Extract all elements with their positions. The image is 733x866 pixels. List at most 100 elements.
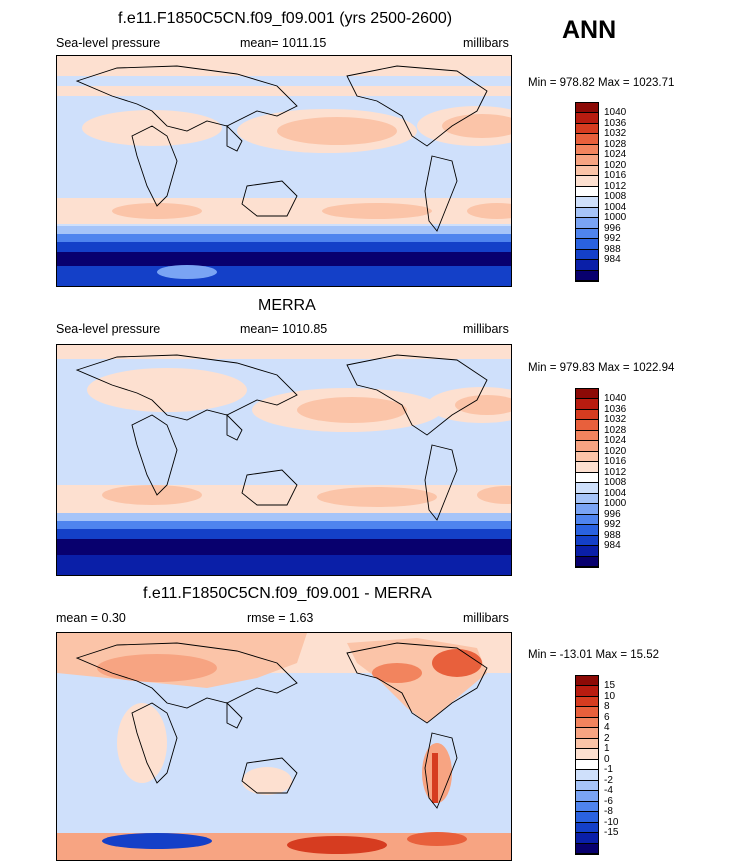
panel1-title: f.e11.F1850C5CN.f09_f09.001 (yrs 2500-26… xyxy=(118,10,453,27)
colorbar-tick-label: 1028 xyxy=(604,424,627,436)
colorbar-cell xyxy=(576,430,598,442)
panel2-units: millibars xyxy=(463,322,509,336)
colorbar-cell xyxy=(576,525,598,536)
colorbar-cell xyxy=(576,270,598,281)
panel1-units: millibars xyxy=(463,36,509,50)
colorbar-cell xyxy=(576,843,598,854)
colorbar-tick-label: 1008 xyxy=(604,477,627,489)
colorbar-cell xyxy=(576,103,598,114)
colorbar-tick-label: 996 xyxy=(604,508,621,520)
colorbar-tick-label: 1032 xyxy=(604,414,627,426)
colorbar-cell xyxy=(576,686,598,697)
colorbar-tick-label: -2 xyxy=(604,774,613,786)
colorbar-cell xyxy=(576,462,598,473)
colorbar-cell xyxy=(576,546,598,557)
colorbar-cell xyxy=(576,207,598,219)
colorbar-tick-label: 1012 xyxy=(604,466,627,478)
colorbar-cell xyxy=(576,165,598,177)
colorbar-tick-label: 2 xyxy=(604,732,610,744)
panel3-colorbar xyxy=(575,675,599,855)
colorbar-tick-label: 1032 xyxy=(604,128,627,140)
colorbar-cell xyxy=(576,186,598,198)
colorbar-cell xyxy=(576,514,598,526)
colorbar-cell xyxy=(576,113,598,124)
colorbar-tick-label: 1004 xyxy=(604,487,627,499)
colorbar-cell xyxy=(576,556,598,567)
colorbar-tick-label: 992 xyxy=(604,233,621,245)
colorbar-tick-label: -15 xyxy=(604,827,619,839)
colorbar-tick-label: -1 xyxy=(604,764,613,776)
colorbar-cell xyxy=(576,218,598,229)
panel1-minmax: Min = 978.82 Max = 1023.71 xyxy=(528,77,675,89)
colorbar-cell xyxy=(576,451,598,463)
colorbar-tick-label: 1004 xyxy=(604,201,627,213)
colorbar-cell xyxy=(576,676,598,687)
panel1-map xyxy=(56,55,512,287)
colorbar-tick-label: 1036 xyxy=(604,117,627,129)
colorbar-cell xyxy=(576,249,598,261)
colorbar-tick-label: 1000 xyxy=(604,498,627,510)
colorbar-tick-label: -4 xyxy=(604,785,613,797)
panel2-mean: mean= 1010.85 xyxy=(240,322,328,336)
colorbar-cell xyxy=(576,144,598,156)
colorbar-tick-label: 1024 xyxy=(604,435,627,447)
colorbar-tick-label: 1008 xyxy=(604,191,627,203)
colorbar-cell xyxy=(576,228,598,240)
panel2-title: MERRA xyxy=(258,297,316,314)
panel3-minmax: Min = -13.01 Max = 15.52 xyxy=(528,649,660,661)
colorbar-tick-label: 1016 xyxy=(604,170,627,182)
season-label: ANN xyxy=(562,16,617,44)
colorbar-cell xyxy=(576,738,598,750)
colorbar-cell xyxy=(576,791,598,802)
colorbar-cell xyxy=(576,717,598,729)
colorbar-cell xyxy=(576,123,598,135)
panel2-map-svg xyxy=(57,345,511,575)
panel3-map xyxy=(56,632,512,861)
colorbar-cell xyxy=(576,176,598,187)
panel1-map-svg xyxy=(57,56,511,286)
panel3-title: f.e11.F1850C5CN.f09_f09.001 - MERRA xyxy=(143,585,432,602)
colorbar-tick-label: 988 xyxy=(604,243,621,255)
colorbar-tick-label: 4 xyxy=(604,722,610,734)
colorbar-tick-label: 1036 xyxy=(604,403,627,415)
colorbar-cell xyxy=(576,759,598,771)
colorbar-cell xyxy=(576,441,598,452)
colorbar-tick-label: 1016 xyxy=(604,456,627,468)
colorbar-cell xyxy=(576,780,598,792)
colorbar-tick-label: -6 xyxy=(604,795,613,807)
colorbar-cell xyxy=(576,728,598,739)
panel1-variable-label: Sea-level pressure xyxy=(56,36,161,50)
colorbar-tick-label: 1012 xyxy=(604,180,627,192)
colorbar-cell xyxy=(576,239,598,250)
colorbar-cell xyxy=(576,822,598,834)
panel1-colorbar xyxy=(575,102,599,282)
panel3-mean: mean = 0.30 xyxy=(56,611,126,625)
colorbar-cell xyxy=(576,812,598,823)
colorbar-cell xyxy=(576,420,598,431)
panel3-units: millibars xyxy=(463,611,509,625)
panel3-rmse: rmse = 1.63 xyxy=(247,611,314,625)
colorbar-tick-label: 8 xyxy=(604,701,610,713)
colorbar-cell xyxy=(576,155,598,166)
colorbar-tick-label: 1 xyxy=(604,743,610,755)
colorbar-tick-label: 988 xyxy=(604,529,621,541)
panel2-minmax: Min = 979.83 Max = 1022.94 xyxy=(528,362,675,374)
panel2-map xyxy=(56,344,512,576)
colorbar-cell xyxy=(576,389,598,400)
colorbar-cell xyxy=(576,707,598,718)
colorbar-tick-label: -10 xyxy=(604,816,619,828)
colorbar-tick-label: 1020 xyxy=(604,159,627,171)
colorbar-cell xyxy=(576,409,598,421)
colorbar-tick-label: 1028 xyxy=(604,138,627,150)
colorbar-tick-label: 996 xyxy=(604,222,621,234)
colorbar-cell xyxy=(576,134,598,145)
colorbar-tick-label: 15 xyxy=(604,680,616,692)
colorbar-cell xyxy=(576,260,598,271)
colorbar-cell xyxy=(576,801,598,813)
colorbar-cell xyxy=(576,504,598,515)
colorbar-tick-label: -8 xyxy=(604,806,613,818)
colorbar-cell xyxy=(576,696,598,708)
colorbar-cell xyxy=(576,749,598,760)
colorbar-tick-label: 1000 xyxy=(604,212,627,224)
colorbar-cell xyxy=(576,833,598,844)
